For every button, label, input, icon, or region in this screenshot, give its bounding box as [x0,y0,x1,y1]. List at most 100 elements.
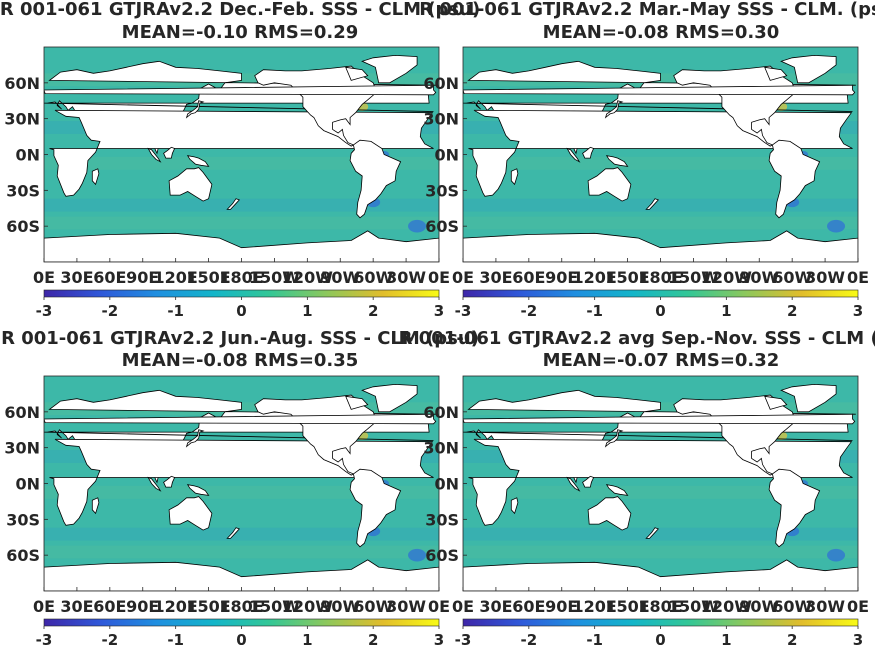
ocean-band [463,198,858,212]
panel-stats: MEAN=-0.08 RMS=0.35 [122,350,359,371]
x-tick-label: 150E [186,597,230,616]
y-tick-label: 60S [425,546,459,565]
land-greenland [780,383,837,413]
ocean-band [44,216,439,230]
x-tick-label: 120W [701,268,752,287]
x-tick-label: 0E [847,268,869,287]
x-tick-label: 180E [638,597,682,616]
y-tick-label: 60S [6,217,40,236]
colorbar-tick-label: -2 [520,302,537,320]
y-tick-label: 0N [434,475,459,494]
land-australia [587,496,632,531]
land-africa [468,438,853,526]
x-tick-label: 120W [282,597,333,616]
x-tick-label: 30E [60,597,93,616]
x-tick-label: 180E [219,268,263,287]
land-sumatra [147,476,162,492]
x-tick-label: 90W [739,268,779,287]
y-tick-label: 30N [423,439,459,458]
x-tick-label: 0E [452,268,474,287]
x-tick-label: 150E [186,268,230,287]
colorbar-tick-label: 0 [655,302,665,320]
ocean-band [463,545,858,559]
x-tick-label: 90E [126,597,159,616]
land-borneo [582,146,595,159]
land-australia [587,167,632,202]
x-tick-label: 150E [605,597,649,616]
land-uk [44,84,437,96]
x-tick-label: 150W [668,268,719,287]
colorbar-tick-label: -1 [586,631,603,649]
land-newguinea [605,484,629,496]
colorbar-tick-label: -1 [586,302,603,320]
land-baffin [764,395,788,410]
land-uk [463,84,856,96]
land-sumatra [147,147,162,163]
land-samerica [768,468,821,548]
colorbar-tick-label: -3 [36,302,53,320]
ocean-band [463,485,858,499]
land-samerica [768,139,821,219]
land-uk [44,413,437,425]
x-tick-label: 0E [428,268,450,287]
x-tick-label: 0E [847,597,869,616]
colorbar-tick-label: 3 [853,302,863,320]
x-tick-label: 30E [479,268,512,287]
colorbar-tick-label: 1 [721,302,731,320]
x-tick-label: 60E [93,597,126,616]
land-baffin [345,395,369,410]
land-japan [185,100,205,119]
land-sumatra [566,476,581,492]
map-area [463,47,858,262]
land-antarctica [463,230,858,262]
land-madagascar [510,168,519,186]
panel-2: R 001-061 GTJRAv2.2 Mar.-May SSS - CLM. … [419,0,875,320]
land-samerica [349,468,402,548]
panel-4: R 001-061 GTJRAv2.2 avg Sep.-Nov. SSS - … [399,328,875,649]
land-sumatra [566,147,581,163]
x-tick-label: 30W [386,597,426,616]
x-tick-label: 60E [512,268,545,287]
y-tick-label: 0N [434,146,459,165]
ocean-band [44,485,439,499]
y-tick-label: 0N [15,146,40,165]
land-africa [49,438,434,526]
ocean-band [463,216,858,230]
land-greenland [780,54,837,84]
colorbar-tick-label: -3 [455,631,472,649]
x-tick-label: 30W [805,597,845,616]
land-madagascar [91,497,100,515]
x-tick-label: 180E [638,268,682,287]
land-borneo [582,475,595,488]
colorbar-tick-label: 2 [787,631,797,649]
x-tick-label: 90E [545,597,578,616]
colorbar [43,618,440,627]
land-australia [168,496,213,531]
colorbar-tick-label: 0 [236,631,246,649]
panel-stats: MEAN=-0.08 RMS=0.30 [543,22,780,43]
land-greenland [361,383,418,413]
x-tick-label: 60E [512,597,545,616]
land-japan [604,100,624,119]
x-tick-label: 0E [33,268,55,287]
map-area [44,376,439,591]
land-antarctica [44,230,439,262]
anomaly-blob [408,548,427,562]
x-tick-label: 90E [126,268,159,287]
x-tick-label: 120W [282,268,333,287]
x-tick-label: 120W [701,597,752,616]
land-nz [226,527,240,539]
land-africa [468,109,853,197]
colorbar-tick-label: -2 [520,631,537,649]
x-tick-label: 120E [154,268,198,287]
land-samerica [349,139,402,219]
colorbar-tick-label: 1 [302,631,312,649]
x-tick-label: 0E [452,597,474,616]
colorbar-tick-label: 2 [368,302,378,320]
colorbar-tick-label: -2 [101,631,118,649]
land-japan [185,429,205,448]
colorbar-tick-label: -1 [167,631,184,649]
x-tick-label: 0E [33,597,55,616]
